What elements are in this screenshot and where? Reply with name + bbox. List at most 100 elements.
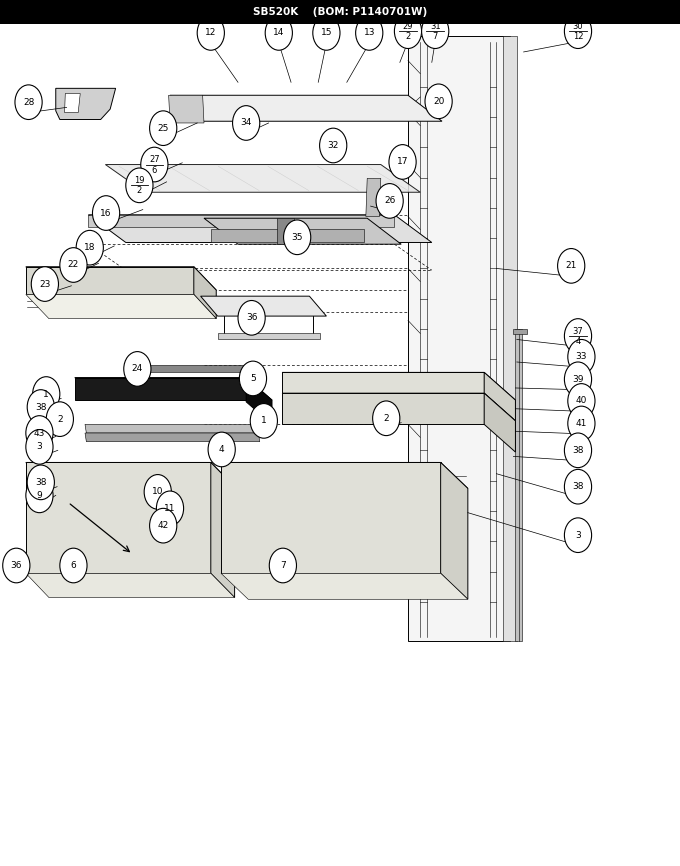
- Text: 27: 27: [149, 155, 160, 165]
- Circle shape: [27, 390, 54, 424]
- Polygon shape: [169, 95, 204, 123]
- Text: 26: 26: [384, 197, 395, 205]
- Polygon shape: [26, 294, 216, 319]
- Text: 10: 10: [152, 488, 163, 496]
- Polygon shape: [204, 218, 401, 244]
- Circle shape: [568, 406, 595, 441]
- Polygon shape: [277, 218, 294, 244]
- Polygon shape: [484, 393, 515, 452]
- Circle shape: [356, 16, 383, 50]
- Text: SB520K    (BOM: P1140701W): SB520K (BOM: P1140701W): [253, 7, 427, 17]
- Circle shape: [265, 16, 292, 50]
- Text: 9: 9: [37, 491, 42, 500]
- Circle shape: [150, 508, 177, 543]
- Text: 42: 42: [158, 521, 169, 530]
- Circle shape: [422, 14, 449, 48]
- Text: 34: 34: [241, 119, 252, 127]
- Text: 38: 38: [573, 446, 583, 455]
- Text: 7: 7: [432, 32, 438, 42]
- Polygon shape: [515, 329, 522, 641]
- Text: 33: 33: [576, 352, 587, 361]
- Circle shape: [320, 128, 347, 163]
- Circle shape: [197, 16, 224, 50]
- Circle shape: [26, 478, 53, 513]
- Text: 28: 28: [23, 98, 34, 107]
- Text: 37: 37: [573, 326, 583, 336]
- Circle shape: [564, 433, 592, 468]
- Polygon shape: [221, 462, 468, 488]
- Polygon shape: [503, 36, 517, 641]
- Circle shape: [376, 184, 403, 218]
- Text: 7: 7: [280, 561, 286, 570]
- Text: 38: 38: [35, 478, 46, 487]
- Circle shape: [208, 432, 235, 467]
- Circle shape: [568, 339, 595, 374]
- Polygon shape: [88, 215, 432, 242]
- Circle shape: [564, 14, 592, 48]
- Text: 4: 4: [219, 445, 224, 454]
- Circle shape: [27, 465, 54, 500]
- Polygon shape: [221, 462, 441, 573]
- Polygon shape: [26, 267, 216, 290]
- Polygon shape: [56, 88, 116, 120]
- Circle shape: [156, 491, 184, 526]
- Text: 36: 36: [246, 313, 257, 322]
- Circle shape: [269, 548, 296, 583]
- Circle shape: [141, 147, 168, 182]
- Circle shape: [564, 362, 592, 397]
- Circle shape: [144, 475, 171, 509]
- Polygon shape: [26, 267, 194, 294]
- Text: 11: 11: [165, 504, 175, 513]
- Text: 3: 3: [575, 531, 581, 540]
- Circle shape: [568, 384, 595, 418]
- Bar: [0, 0, 680, 24]
- Polygon shape: [105, 165, 420, 192]
- Polygon shape: [366, 178, 381, 216]
- Text: 1: 1: [261, 417, 267, 425]
- Circle shape: [60, 548, 87, 583]
- Text: 43: 43: [34, 429, 45, 437]
- Polygon shape: [26, 462, 211, 573]
- Text: 2: 2: [137, 186, 142, 196]
- Polygon shape: [26, 462, 235, 487]
- Polygon shape: [246, 378, 272, 424]
- Text: 38: 38: [35, 403, 46, 411]
- Polygon shape: [26, 573, 235, 598]
- Polygon shape: [88, 215, 394, 227]
- Text: 19: 19: [134, 176, 145, 185]
- Text: 2: 2: [57, 415, 63, 423]
- Text: 14: 14: [273, 29, 284, 37]
- Text: 20: 20: [433, 97, 444, 106]
- Circle shape: [238, 301, 265, 335]
- Polygon shape: [282, 393, 484, 424]
- Text: 23: 23: [39, 280, 50, 288]
- Circle shape: [3, 548, 30, 583]
- Polygon shape: [218, 333, 320, 339]
- Circle shape: [425, 84, 452, 119]
- Text: 32: 32: [328, 141, 339, 150]
- Polygon shape: [65, 94, 80, 113]
- Circle shape: [26, 416, 53, 450]
- Text: 24: 24: [132, 365, 143, 373]
- Polygon shape: [282, 393, 515, 421]
- Polygon shape: [75, 378, 246, 400]
- Text: 30: 30: [573, 22, 583, 31]
- Polygon shape: [128, 365, 253, 372]
- Text: 39: 39: [573, 375, 583, 384]
- Text: 13: 13: [364, 29, 375, 37]
- Polygon shape: [513, 329, 527, 334]
- Circle shape: [564, 469, 592, 504]
- Text: 12: 12: [573, 32, 583, 42]
- Text: 4: 4: [575, 337, 581, 346]
- Circle shape: [564, 319, 592, 353]
- Text: 12: 12: [205, 29, 216, 37]
- Text: 17: 17: [397, 158, 408, 166]
- Text: 2: 2: [405, 32, 411, 42]
- Circle shape: [124, 352, 151, 386]
- Circle shape: [33, 377, 60, 411]
- Polygon shape: [194, 267, 216, 319]
- Circle shape: [15, 85, 42, 120]
- Circle shape: [250, 404, 277, 438]
- Polygon shape: [211, 229, 364, 242]
- Text: 2: 2: [384, 414, 389, 423]
